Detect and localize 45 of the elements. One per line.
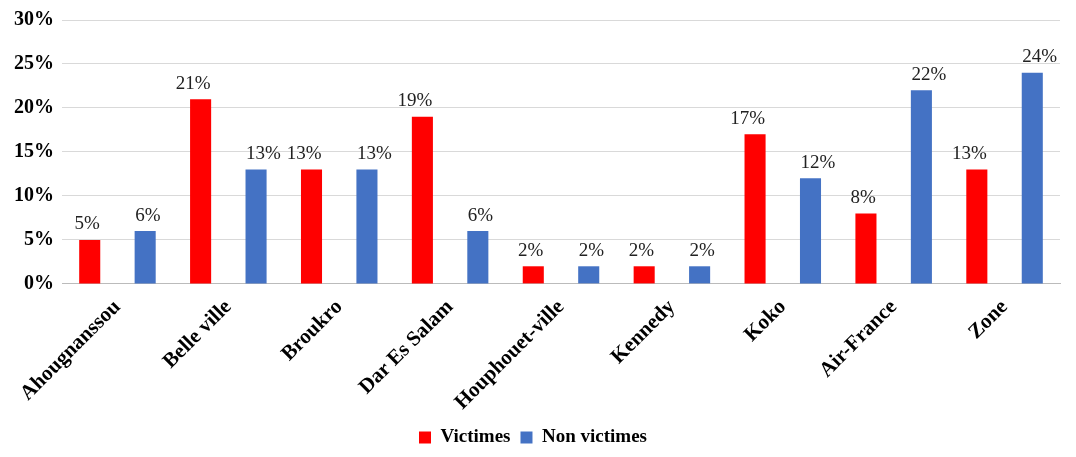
bar — [467, 231, 489, 284]
data-label: 8% — [850, 185, 877, 207]
data-label: 6% — [135, 203, 161, 225]
bar — [799, 178, 822, 284]
bar — [855, 213, 877, 284]
bar — [578, 266, 600, 284]
legend-label: Victimes — [440, 425, 511, 447]
data-label: 2% — [517, 238, 544, 260]
data-label: 2% — [628, 238, 655, 260]
bar — [411, 116, 433, 284]
y-tick-label: 5% — [24, 227, 54, 250]
bar — [245, 169, 267, 284]
bar — [966, 169, 988, 284]
data-label: 5% — [74, 212, 100, 234]
data-label: 13% — [356, 142, 392, 164]
data-label: 2% — [578, 238, 605, 260]
data-label: 17% — [730, 106, 766, 128]
bar — [190, 99, 212, 284]
bar — [744, 134, 766, 284]
data-label: 6% — [467, 203, 494, 225]
bar — [134, 231, 156, 284]
data-label: 13% — [952, 142, 988, 164]
data-label: 13% — [286, 142, 322, 164]
data-label: 19% — [397, 89, 433, 111]
data-label: 13% — [246, 142, 282, 164]
bar — [633, 266, 655, 284]
legend-label: Non victimes — [541, 425, 647, 447]
bar — [910, 90, 932, 284]
bar — [356, 169, 378, 284]
y-tick-label: 10% — [14, 183, 54, 206]
data-label: 12% — [800, 150, 836, 172]
bar — [522, 266, 544, 284]
data-label: 21% — [175, 71, 211, 93]
y-tick-label: 30% — [14, 7, 54, 30]
data-label: 24% — [1022, 45, 1058, 67]
bar — [689, 266, 711, 284]
y-tick-label: 0% — [24, 271, 54, 294]
data-label: 22% — [911, 62, 947, 84]
data-label: 2% — [689, 238, 716, 260]
bar — [79, 239, 101, 284]
bar — [1021, 72, 1043, 284]
bar — [300, 169, 323, 284]
y-tick-label: 15% — [14, 139, 54, 162]
y-tick-label: 25% — [14, 51, 54, 74]
y-tick-label: 20% — [14, 95, 54, 118]
